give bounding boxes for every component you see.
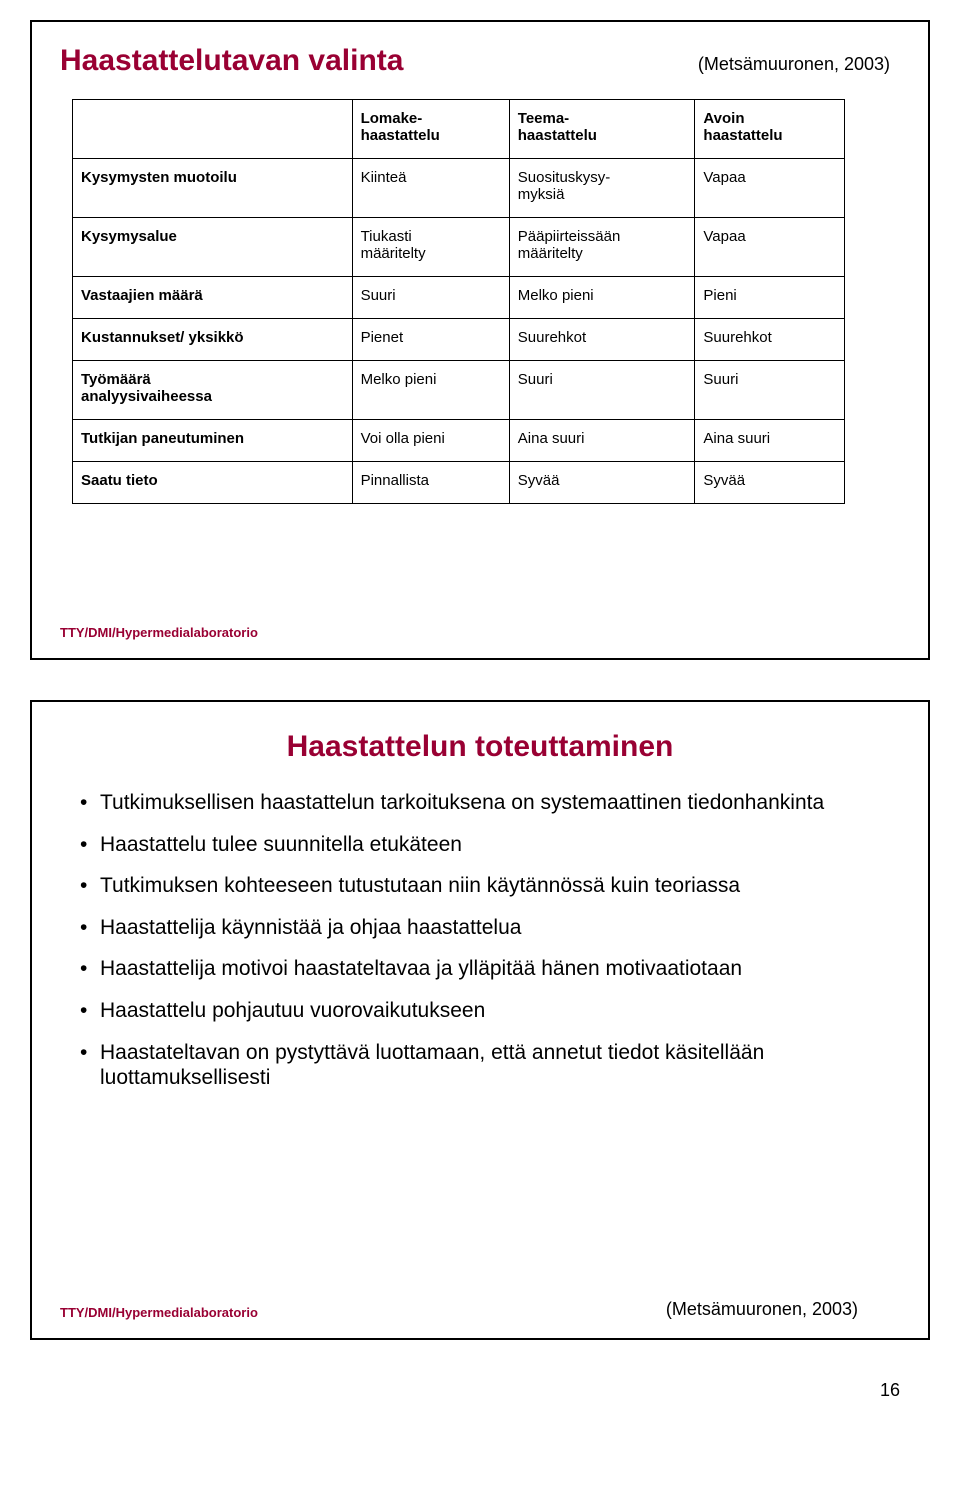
list-item: Haastateltavan on pystyttävä luottamaan,… [80,1040,890,1091]
interview-table: Lomake-haastattelu Teema-haastattelu Avo… [72,99,845,504]
row-label: Saatu tieto [73,462,353,504]
table-body: Kysymysten muotoiluKiinteäSuosituskysy-m… [73,159,845,504]
table-cell: Vapaa [695,218,844,277]
th-blank [73,100,353,159]
table-cell: Melko pieni [352,361,509,420]
table-cell: Suurehkot [509,319,695,361]
table-row: Kustannukset/ yksikköPienetSuurehkotSuur… [73,319,845,361]
table-cell: Aina suuri [695,420,844,462]
table-cell: Suurehkot [695,319,844,361]
th-avoin: Avoinhaastattelu [695,100,844,159]
row-label: Tutkijan paneutuminen [73,420,353,462]
table-row: Kysymysten muotoiluKiinteäSuosituskysy-m… [73,159,845,218]
table-cell: Suuri [509,361,695,420]
table-cell: Syvää [695,462,844,504]
table-cell: Suuri [352,277,509,319]
table-cell: Pinnallista [352,462,509,504]
table-cell: Pääpiirteissäänmääritelty [509,218,695,277]
table-row: Saatu tietoPinnallistaSyvääSyvää [73,462,845,504]
table-cell: Kiinteä [352,159,509,218]
slide-2: Haastattelun toteuttaminen Tutkimukselli… [30,700,930,1340]
th-lomake: Lomake-haastattelu [352,100,509,159]
th-teema: Teema-haastattelu [509,100,695,159]
row-label: Työmääräanalyysivaiheessa [73,361,353,420]
list-item: Haastattelija motivoi haastateltavaa ja … [80,956,890,982]
list-item: Tutkimuksen kohteeseen tutustutaan niin … [80,873,890,899]
table-head-row: Lomake-haastattelu Teema-haastattelu Avo… [73,100,845,159]
page-number: 16 [30,1380,930,1401]
slide1-footer: TTY/DMI/Hypermedialaboratorio [60,625,258,640]
table-row: Tutkijan paneutuminenVoi olla pieniAina … [73,420,845,462]
slide2-footer: TTY/DMI/Hypermedialaboratorio [60,1305,258,1320]
table-cell: Syvää [509,462,695,504]
list-item: Haastattelija käynnistää ja ohjaa haasta… [80,915,890,941]
table-cell: Pieni [695,277,844,319]
table-cell: Pienet [352,319,509,361]
table-row: Vastaajien määräSuuriMelko pieniPieni [73,277,845,319]
slide2-cite: (Metsämuuronen, 2003) [666,1299,858,1320]
row-label: Kysymysalue [73,218,353,277]
row-label: Kustannukset/ yksikkö [73,319,353,361]
slide-1: Haastattelutavan valinta (Metsämuuronen,… [30,20,930,660]
row-label: Kysymysten muotoilu [73,159,353,218]
list-item: Tutkimuksellisen haastattelun tarkoituks… [80,790,890,816]
slide2-title: Haastattelun toteuttaminen [60,730,900,764]
list-item: Haastattelu tulee suunnitella etukäteen [80,832,890,858]
list-item: Haastattelu pohjautuu vuorovaikutukseen [80,998,890,1024]
row-label: Vastaajien määrä [73,277,353,319]
table-cell: Suuri [695,361,844,420]
table-cell: Voi olla pieni [352,420,509,462]
table-row: KysymysalueTiukastimääriteltyPääpiirteis… [73,218,845,277]
bullet-list: Tutkimuksellisen haastattelun tarkoituks… [60,790,900,1091]
table-row: TyömääräanalyysivaiheessaMelko pieniSuur… [73,361,845,420]
table-cell: Vapaa [695,159,844,218]
table-cell: Suosituskysy-myksiä [509,159,695,218]
table-cell: Aina suuri [509,420,695,462]
table-cell: Melko pieni [509,277,695,319]
table-cell: Tiukastimääritelty [352,218,509,277]
